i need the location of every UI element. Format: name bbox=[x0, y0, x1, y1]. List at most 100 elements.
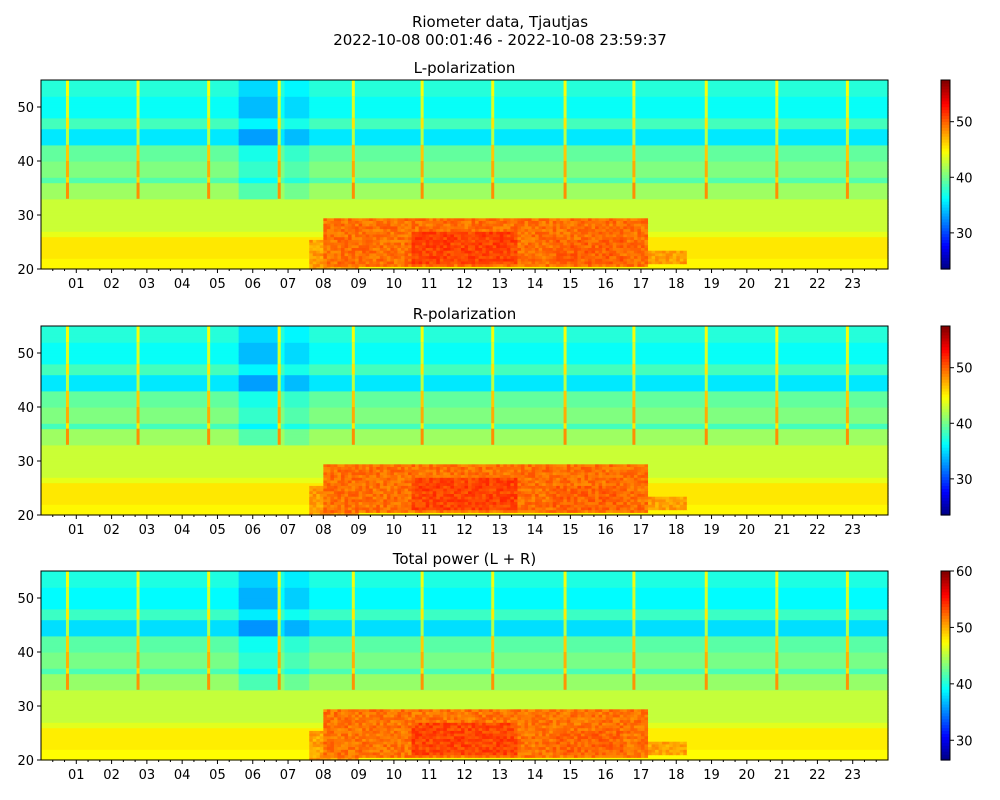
heatmap-cell bbox=[549, 250, 554, 254]
heatmap-cell bbox=[612, 220, 617, 224]
heatmap-cell bbox=[340, 501, 346, 505]
heatmap-cell bbox=[619, 504, 624, 508]
heatmap-cell bbox=[542, 228, 547, 232]
heatmap-cell bbox=[422, 258, 427, 262]
heatmap-cell bbox=[577, 239, 582, 243]
heatmap-cell bbox=[535, 754, 540, 758]
heatmap-cell bbox=[386, 263, 391, 267]
heatmap-cell bbox=[626, 504, 631, 508]
colorbar-segment bbox=[941, 503, 950, 507]
heatmap-cell bbox=[326, 496, 331, 500]
heatmap-cell bbox=[284, 436, 310, 440]
heatmap-cell bbox=[556, 506, 561, 511]
heatmap-cell bbox=[556, 220, 561, 224]
heatmap-cell bbox=[450, 493, 455, 497]
heatmap-cell bbox=[238, 377, 279, 381]
heatmap-cell bbox=[429, 746, 437, 750]
heatmap-cell bbox=[605, 485, 610, 489]
heatmap-cell bbox=[316, 247, 321, 251]
heatmap-cell bbox=[630, 504, 635, 508]
heatmap-cell bbox=[460, 247, 466, 251]
calibration-stripe bbox=[277, 390, 281, 407]
heatmap-cell bbox=[344, 504, 349, 508]
calibration-stripe bbox=[136, 182, 140, 199]
heatmap-cell bbox=[400, 242, 406, 246]
heatmap-cell bbox=[432, 488, 437, 492]
heatmap-cell bbox=[432, 252, 437, 257]
heatmap-cell bbox=[41, 431, 240, 435]
heatmap-cell bbox=[496, 474, 501, 478]
heatmap-cell bbox=[584, 754, 589, 758]
heatmap-cell bbox=[595, 469, 600, 473]
heatmap-cell bbox=[41, 479, 324, 484]
heatmap-cell bbox=[369, 217, 374, 221]
heatmap-cell bbox=[238, 336, 279, 341]
heatmap-cell bbox=[238, 150, 279, 154]
calibration-stripe bbox=[491, 342, 495, 364]
heatmap-cell bbox=[358, 228, 363, 232]
heatmap-cell bbox=[640, 220, 646, 224]
heatmap-cell bbox=[326, 471, 331, 476]
heatmap-cell bbox=[648, 233, 889, 238]
heatmap-cell bbox=[623, 479, 628, 484]
heatmap-cell bbox=[415, 258, 420, 262]
heatmap-cell bbox=[284, 196, 310, 200]
heatmap-cell bbox=[651, 255, 656, 259]
heatmap-cell bbox=[577, 252, 582, 257]
heatmap-cell bbox=[602, 252, 607, 257]
heatmap-cell bbox=[333, 266, 339, 270]
heatmap-cell bbox=[633, 488, 639, 492]
heatmap-cell bbox=[376, 228, 381, 232]
heatmap-cell bbox=[626, 506, 631, 511]
heatmap-cell bbox=[506, 749, 511, 753]
heatmap-cell bbox=[351, 236, 356, 240]
heatmap-cell bbox=[552, 231, 557, 235]
heatmap-cell bbox=[468, 228, 473, 232]
heatmap-cell bbox=[672, 501, 677, 505]
heatmap-cell bbox=[563, 231, 568, 235]
heatmap-cell bbox=[277, 193, 286, 197]
heatmap-cell bbox=[573, 463, 579, 467]
heatmap-cell bbox=[362, 228, 367, 232]
heatmap-cell bbox=[651, 498, 656, 503]
heatmap-cell bbox=[542, 260, 547, 265]
heatmap-cell bbox=[563, 501, 568, 505]
heatmap-cell bbox=[443, 506, 448, 511]
heatmap-cell bbox=[372, 509, 377, 513]
heatmap-cell bbox=[478, 223, 483, 227]
heatmap-cell bbox=[556, 255, 561, 259]
heatmap-cell bbox=[337, 485, 342, 489]
heatmap-cell bbox=[489, 466, 494, 470]
heatmap-cell bbox=[309, 490, 314, 494]
heatmap-cell bbox=[400, 231, 406, 235]
heatmap-cell bbox=[464, 482, 469, 486]
heatmap-cell bbox=[450, 509, 455, 513]
heatmap-cell bbox=[400, 466, 406, 470]
heatmap-cell bbox=[344, 466, 349, 470]
x-tick-label: 03 bbox=[139, 523, 156, 538]
heatmap-cell bbox=[672, 250, 677, 254]
heatmap-cell bbox=[422, 228, 427, 232]
heatmap-cell bbox=[482, 479, 487, 484]
heatmap-cell bbox=[408, 252, 413, 257]
heatmap-cell bbox=[436, 223, 441, 227]
heatmap-cell bbox=[330, 749, 335, 753]
x-tick-label: 21 bbox=[774, 277, 791, 292]
heatmap-cell bbox=[545, 506, 550, 511]
heatmap-cell bbox=[400, 498, 406, 503]
heatmap-cell bbox=[277, 123, 286, 127]
heatmap-cell bbox=[362, 236, 367, 240]
heatmap-cell bbox=[439, 506, 444, 511]
heatmap-cell bbox=[362, 509, 367, 513]
heatmap-cell bbox=[369, 754, 374, 758]
heatmap-cell bbox=[676, 506, 681, 511]
heatmap-cell bbox=[397, 239, 402, 243]
heatmap-cell bbox=[513, 223, 519, 227]
heatmap-cell bbox=[531, 496, 536, 500]
heatmap-cell bbox=[453, 217, 459, 221]
heatmap-cell bbox=[626, 217, 631, 221]
heatmap-cell bbox=[404, 242, 409, 246]
heatmap-cell bbox=[524, 242, 529, 246]
x-tick-label: 11 bbox=[421, 277, 438, 292]
heatmap-cell bbox=[658, 258, 663, 262]
